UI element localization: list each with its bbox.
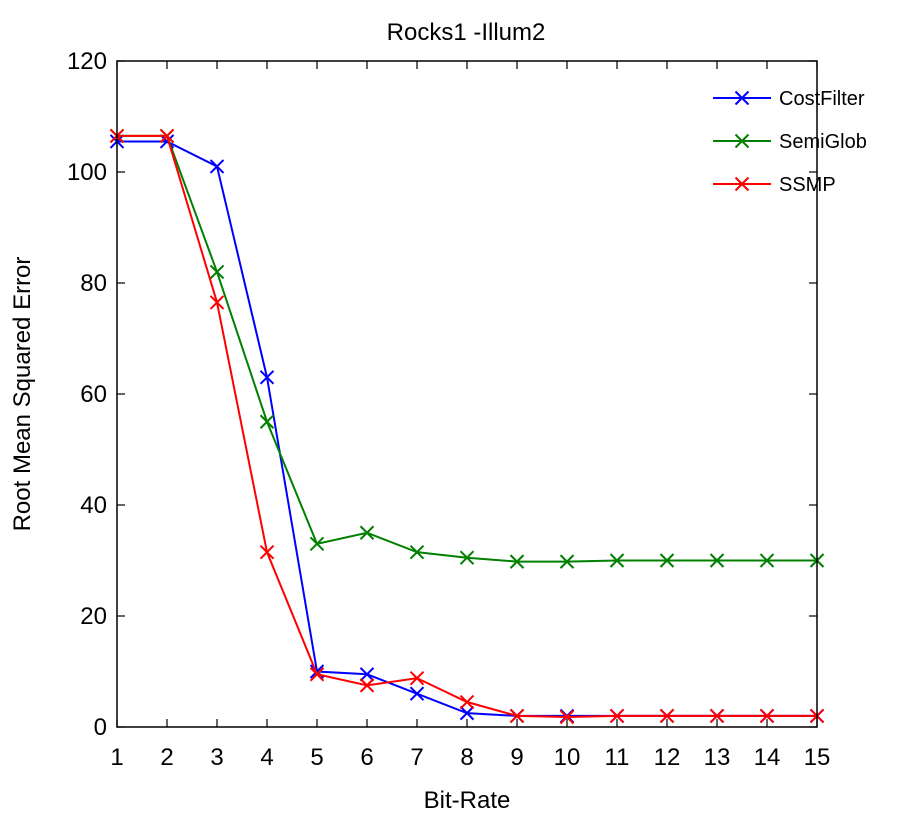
data-point-marker	[359, 667, 375, 682]
x-tick-label: 5	[310, 744, 323, 771]
data-point-marker	[759, 553, 775, 568]
y-tick-label: 0	[94, 714, 107, 741]
data-point-marker	[259, 414, 275, 429]
data-point-marker	[209, 295, 225, 310]
legend-entry: SSMP	[713, 174, 836, 196]
x-tick-label: 9	[510, 744, 523, 771]
legend-label: CostFilter	[779, 88, 865, 110]
data-point-marker	[309, 536, 325, 552]
y-tick-label: 60	[80, 381, 107, 408]
data-point-marker	[759, 708, 775, 724]
x-tick-label: 15	[804, 744, 831, 771]
data-point-marker	[259, 370, 275, 385]
data-point-marker	[409, 686, 425, 701]
legend-marker	[734, 90, 750, 106]
x-tick-label: 7	[410, 744, 423, 771]
data-point-marker	[709, 553, 725, 568]
data-point-marker	[209, 264, 225, 280]
plot-area	[117, 61, 817, 727]
legend-entry: SemiGlob	[713, 131, 867, 153]
legend: CostFilter SemiGlob SSMP	[713, 88, 867, 196]
x-tick-label: 13	[704, 744, 731, 771]
x-tick-label: 12	[654, 744, 681, 771]
data-point-marker	[709, 708, 725, 724]
plot-frame	[116, 60, 818, 728]
data-point-marker	[259, 544, 275, 560]
series-layer	[109, 128, 825, 725]
data-point-marker	[159, 128, 175, 144]
legend-entry: CostFilter	[713, 88, 865, 110]
data-point-marker	[559, 709, 575, 725]
data-point-marker	[359, 525, 375, 540]
data-point-marker	[459, 550, 475, 565]
x-tick-label: 10	[554, 744, 581, 771]
y-tick-label: 120	[67, 48, 107, 75]
y-tick-label: 20	[80, 603, 107, 630]
data-point-marker	[509, 708, 525, 724]
series-semiglob	[109, 128, 825, 569]
data-point-marker	[359, 678, 375, 693]
data-point-marker	[609, 708, 625, 724]
legend-marker	[734, 176, 750, 192]
data-point-marker	[459, 705, 475, 721]
x-tick-label: 4	[260, 744, 273, 771]
y-axis-label: Root Mean Squared Error	[9, 257, 36, 532]
data-point-marker	[209, 159, 225, 174]
x-tick-label: 14	[754, 744, 781, 771]
data-point-marker	[309, 667, 325, 682]
data-point-marker	[459, 694, 475, 710]
x-tick-label: 11	[605, 744, 630, 771]
y-tick-label: 100	[67, 159, 107, 186]
data-point-marker	[559, 554, 575, 569]
data-point-marker	[409, 544, 425, 560]
data-point-marker	[659, 708, 675, 724]
data-point-marker	[409, 670, 425, 686]
data-point-marker	[609, 553, 625, 568]
legend-label: SemiGlob	[779, 131, 867, 153]
data-point-marker	[509, 554, 525, 569]
legend-marker	[734, 133, 750, 149]
x-tick-label: 8	[460, 744, 473, 771]
y-tick-label: 80	[80, 270, 107, 297]
y-tick-label: 40	[80, 492, 107, 519]
data-point-marker	[659, 553, 675, 568]
x-tick-label: 1	[110, 744, 123, 771]
x-tick-label: 2	[160, 744, 173, 771]
x-tick-label: 6	[360, 744, 373, 771]
x-tick-label: 3	[210, 744, 223, 771]
chart-title: Rocks1 -Illum2	[387, 19, 546, 46]
legend-label: SSMP	[779, 174, 836, 196]
x-axis-label: Bit-Rate	[424, 787, 511, 814]
